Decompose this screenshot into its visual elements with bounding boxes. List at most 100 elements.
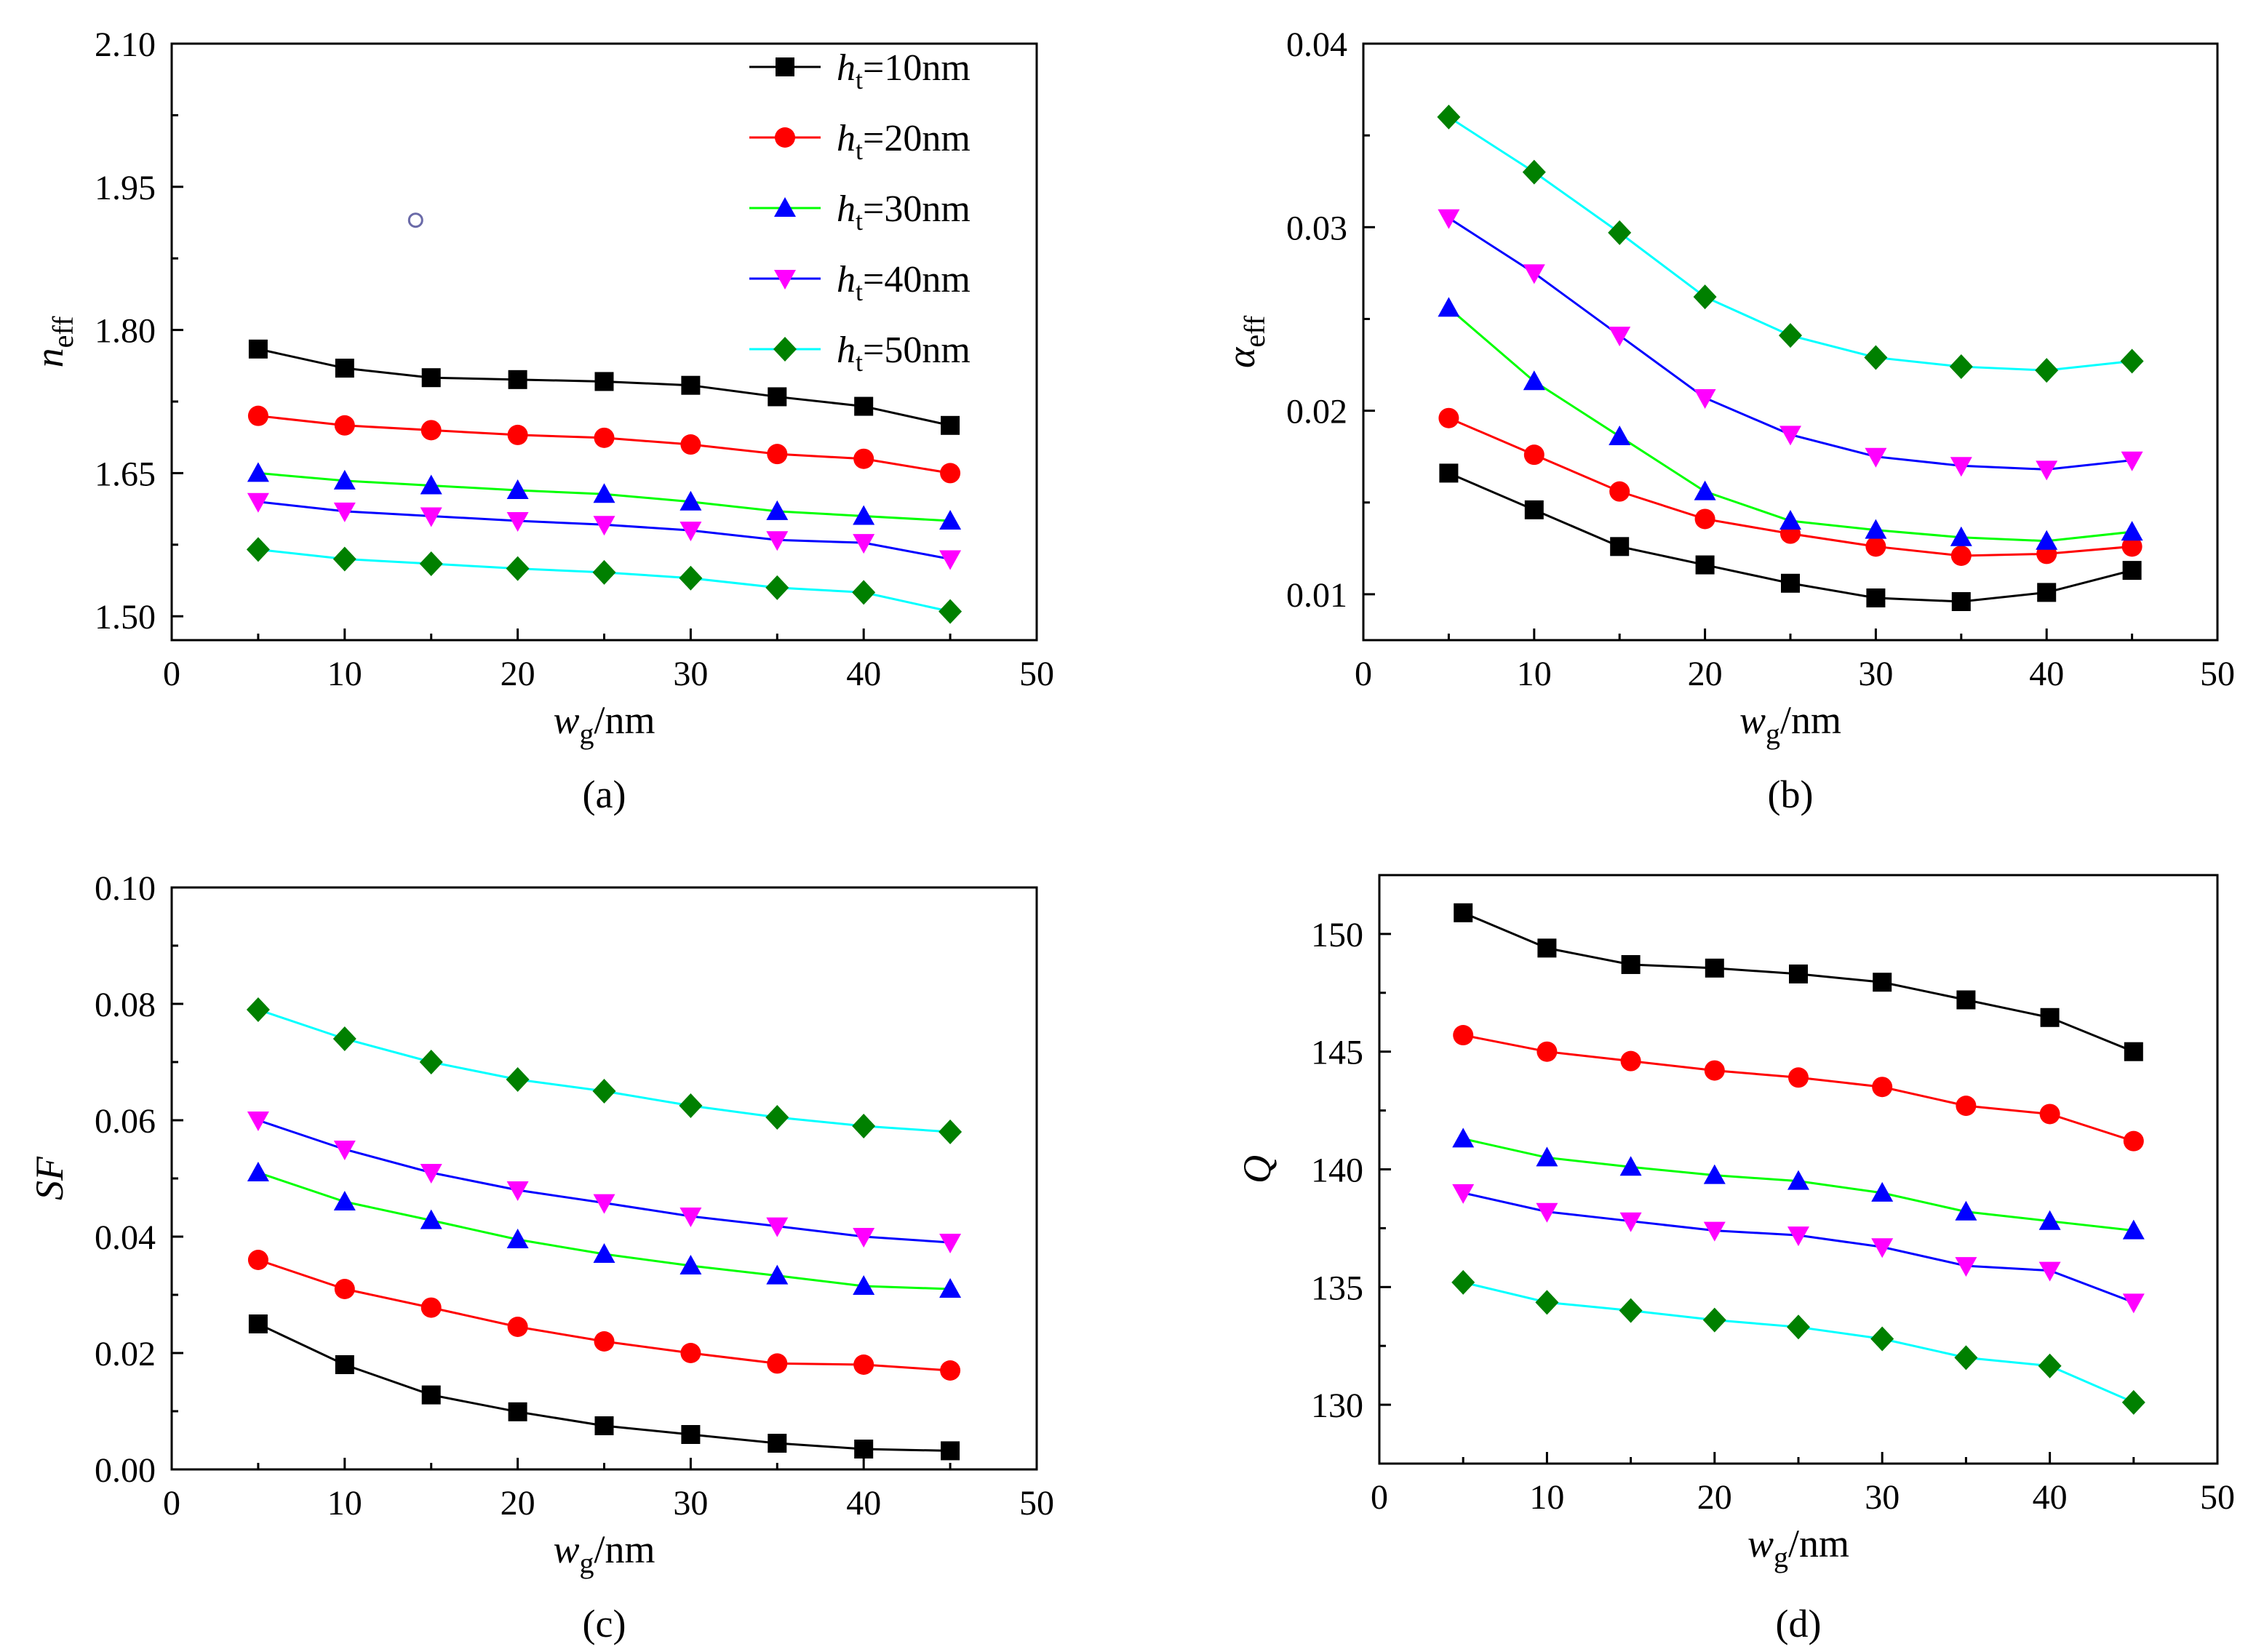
x-tick-label: 10 [327,1484,362,1523]
data-point-s2-7 [767,1353,788,1374]
data-point-s5-6 [1864,345,1888,370]
legend-subscript: t [856,136,863,165]
data-point-s5-4 [1693,284,1717,310]
data-point-s4-2 [333,1141,356,1160]
data-point-s1-5 [1781,573,1800,593]
data-point-s4-8 [2036,460,2058,481]
x-tick-label: 10 [327,655,362,693]
x-axis-unit: /nm [594,1528,655,1571]
x-tick-label: 0 [163,655,180,693]
data-point-s5-8 [852,1114,876,1138]
data-point-s1-4 [508,1402,527,1421]
x-axis-title: wg/nm [553,698,655,750]
data-point-s1-8 [854,1440,874,1459]
data-point-s5-6 [679,1093,703,1118]
data-point-s1-2 [335,1355,354,1374]
data-point-s1-6 [681,375,701,395]
y-axis-title: SF [28,1156,71,1200]
data-point-s2-1 [1438,407,1459,428]
data-point-s2-8 [2039,1104,2060,1125]
y-axis-symbol: n [28,348,71,367]
data-point-s1-9 [2122,561,2142,580]
plot-frame [170,886,1038,1471]
data-point-s3-9 [2122,1219,2145,1240]
data-point-s2-9 [940,463,961,484]
legend-value: =20nm [863,118,970,159]
data-point-s3-6 [679,490,702,511]
data-point-s5-2 [1535,1290,1559,1315]
data-point-s2-9 [2121,536,2143,557]
data-point-s4-7 [1950,457,1972,477]
data-point-s3-7 [1950,526,1972,546]
data-point-s1-4 [1705,958,1724,978]
data-point-s1-5 [594,372,614,391]
y-tick-label: 1.50 [95,598,156,637]
data-point-s1-2 [1537,938,1557,958]
data-point-s5-3 [419,1050,443,1074]
x-tick-label: 40 [846,655,881,693]
legend-marker-2 [775,127,795,148]
data-point-s5-4 [506,1067,530,1092]
panel-label: (c) [583,1602,626,1645]
data-point-s3-5 [1779,510,1801,530]
y-tick-label: 0.10 [95,869,156,908]
y-axis-title: neff [28,316,79,367]
series-line-3 [258,1171,951,1290]
data-point-s2-1 [247,1250,268,1270]
data-point-s3-4 [506,1229,529,1248]
series-line-4 [1462,1192,2135,1304]
legend-symbol: h [837,47,856,89]
data-point-s2-2 [1523,444,1544,466]
data-point-s3-8 [2038,1210,2061,1230]
data-point-s2-3 [1609,481,1630,502]
data-point-s4-5 [593,1194,615,1214]
data-point-s3-1 [1452,1128,1475,1148]
data-point-s3-1 [247,462,269,482]
data-point-s1-2 [335,359,354,378]
data-point-s5-6 [1870,1326,1894,1352]
legend-subscript: t [856,207,863,236]
data-point-s5-5 [1779,323,1802,348]
y-tick-label: 1.65 [95,455,156,493]
data-point-s4-6 [1865,447,1887,468]
data-point-s4-1 [247,1112,269,1131]
data-point-s4-7 [766,531,789,551]
data-point-s1-6 [1866,588,1886,607]
legend-symbol: h [837,118,856,159]
data-point-s4-3 [420,1164,442,1184]
data-point-s3-9 [939,510,962,530]
data-point-s2-2 [1536,1041,1558,1062]
series-line-5 [1462,1281,2135,1404]
data-point-s4-2 [1523,264,1545,284]
data-point-s5-9 [938,1120,962,1144]
data-point-s3-2 [1536,1146,1558,1167]
data-point-s1-7 [1951,592,1971,612]
data-point-s4-2 [333,502,356,522]
data-point-s2-4 [1694,508,1715,530]
data-point-s4-4 [1703,1221,1726,1242]
data-point-s1-5 [594,1416,614,1435]
x-axis-subscript: g [1774,1541,1788,1573]
data-point-s4-6 [1871,1238,1894,1258]
x-tick-label: 50 [1019,1484,1054,1523]
legend-value: =40nm [863,259,970,300]
x-axis-subscript: g [580,1547,594,1579]
data-point-s4-7 [1955,1257,1977,1277]
data-point-s4-8 [853,1228,875,1248]
series-line-2 [258,1258,951,1372]
legend-symbol: h [837,188,856,230]
x-axis-symbol: w [1747,1522,1774,1565]
x-tick-label: 20 [501,655,535,693]
y-tick-label: 0.03 [1286,209,1347,247]
data-point-s4-9 [2122,1293,2145,1314]
data-point-s1-1 [248,1314,268,1333]
data-point-s2-3 [1620,1050,1641,1072]
x-tick-label: 40 [2029,655,2064,693]
data-point-s2-8 [853,448,874,469]
data-point-s3-6 [679,1255,702,1274]
data-point-s5-5 [592,1079,616,1104]
data-point-s1-3 [421,1385,441,1405]
data-point-s1-4 [1695,555,1715,575]
